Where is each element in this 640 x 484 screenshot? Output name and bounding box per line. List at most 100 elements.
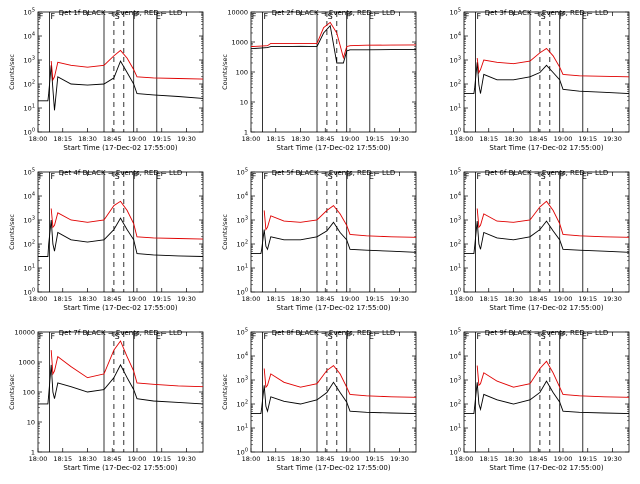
y-tick-label: 100: [237, 448, 248, 457]
x-tick-label: 18:15: [53, 295, 72, 303]
y-tick-label: 10: [240, 99, 248, 107]
state-marker: F: [252, 172, 257, 181]
y-tick-label: 10: [27, 419, 35, 427]
events-series-line: [251, 221, 417, 255]
state-marker: F: [465, 172, 470, 181]
state-marker: E: [582, 12, 587, 21]
y-tick-label: 100: [450, 128, 461, 137]
y-tick-label: 102: [24, 80, 35, 89]
y-tick-label: 104: [450, 192, 461, 201]
state-marker: F: [252, 12, 257, 21]
events-series-line: [251, 381, 417, 415]
plot-frame: [37, 331, 204, 453]
lld-series-line: [50, 200, 204, 240]
state-marker: F: [477, 172, 482, 181]
y-tick-label: 101: [24, 264, 35, 273]
y-axis-label: Counts/sec: [8, 374, 16, 410]
lld-series-line: [476, 360, 630, 398]
state-marker: F: [39, 12, 44, 21]
y-tick-label: 100: [23, 389, 35, 397]
y-tick-label: 1000: [231, 39, 248, 47]
x-tick-label: 18:00: [29, 295, 48, 303]
plot-frame: [37, 171, 204, 293]
y-tick-label: 102: [450, 240, 461, 249]
y-tick-label: 103: [237, 216, 248, 225]
x-axis-label: Start Time (17-Dec-02 17:55:00): [276, 304, 390, 312]
x-tick-label: 19:30: [603, 135, 622, 143]
state-marker: S: [541, 172, 546, 181]
x-tick-label: 19:15: [152, 455, 171, 463]
state-marker: E: [369, 172, 374, 181]
x-tick-label: 18:30: [291, 295, 310, 303]
y-tick-label: 101: [237, 424, 248, 433]
y-tick-label: 100: [450, 448, 461, 457]
x-tick-label: 19:15: [578, 455, 597, 463]
x-tick-label: 18:45: [103, 295, 122, 303]
x-tick-label: 19:30: [177, 135, 196, 143]
state-marker: F: [559, 172, 564, 181]
state-marker: S: [328, 332, 333, 341]
state-marker: F: [51, 332, 56, 341]
y-tick-label: 101: [450, 424, 461, 433]
state-marker: F: [39, 172, 44, 181]
x-tick-label: 18:00: [29, 135, 48, 143]
x-tick-label: 18:15: [266, 295, 285, 303]
state-marker: S: [115, 332, 120, 341]
lld-series-line: [50, 340, 204, 388]
chart-title: Det 7f BLACK = Events, RED = LLD: [59, 329, 182, 337]
plot-frame: [463, 171, 630, 293]
chart-title: Det 4f BLACK = Events, RED = LLD: [59, 169, 182, 177]
x-axis-label: Start Time (17-Dec-02 17:55:00): [276, 144, 390, 152]
x-tick-label: 19:00: [128, 455, 147, 463]
chart-title: Det 8f BLACK = Events, RED = LLD: [272, 329, 395, 337]
x-tick-label: 19:00: [554, 455, 573, 463]
x-tick-label: 18:15: [266, 135, 285, 143]
state-marker: F: [264, 332, 269, 341]
state-marker: S: [115, 12, 120, 21]
x-tick-label: 18:45: [529, 455, 548, 463]
state-marker: F: [51, 12, 56, 21]
y-tick-label: 100: [24, 128, 35, 137]
x-tick-label: 18:30: [504, 295, 523, 303]
y-tick-label: 105: [450, 168, 461, 177]
y-tick-label: 100: [237, 288, 248, 297]
x-tick-label: 18:30: [504, 455, 523, 463]
state-marker: F: [133, 12, 138, 21]
y-tick-label: 104: [450, 32, 461, 41]
events-series-line: [38, 60, 204, 111]
y-tick-label: 103: [450, 216, 461, 225]
state-marker: E: [369, 332, 374, 341]
y-tick-label: 103: [450, 376, 461, 385]
state-marker: F: [465, 12, 470, 21]
x-tick-label: 19:00: [554, 295, 573, 303]
y-tick-label: 104: [24, 32, 35, 41]
events-series-line: [464, 220, 630, 255]
y-tick-label: 101: [237, 264, 248, 273]
x-tick-label: 18:45: [103, 455, 122, 463]
state-marker: E: [582, 332, 587, 341]
x-tick-label: 18:00: [29, 455, 48, 463]
x-tick-label: 19:15: [365, 135, 384, 143]
x-tick-label: 19:15: [152, 135, 171, 143]
x-tick-label: 19:15: [152, 295, 171, 303]
x-tick-label: 19:00: [341, 295, 360, 303]
x-tick-label: 18:15: [53, 455, 72, 463]
state-marker: F: [264, 12, 269, 21]
x-axis-label: Start Time (17-Dec-02 17:55:00): [489, 464, 603, 472]
x-tick-label: 19:30: [177, 455, 196, 463]
state-marker: S: [541, 332, 546, 341]
y-tick-label: 104: [237, 192, 248, 201]
x-tick-label: 18:00: [455, 135, 474, 143]
x-tick-label: 18:15: [479, 135, 498, 143]
plot-frame: [463, 11, 630, 133]
events-series-line: [464, 380, 630, 415]
plot-frame: [250, 171, 417, 293]
x-tick-label: 18:30: [504, 135, 523, 143]
x-tick-label: 18:15: [53, 135, 72, 143]
y-tick-label: 101: [450, 104, 461, 113]
plot-frame: [37, 11, 204, 133]
